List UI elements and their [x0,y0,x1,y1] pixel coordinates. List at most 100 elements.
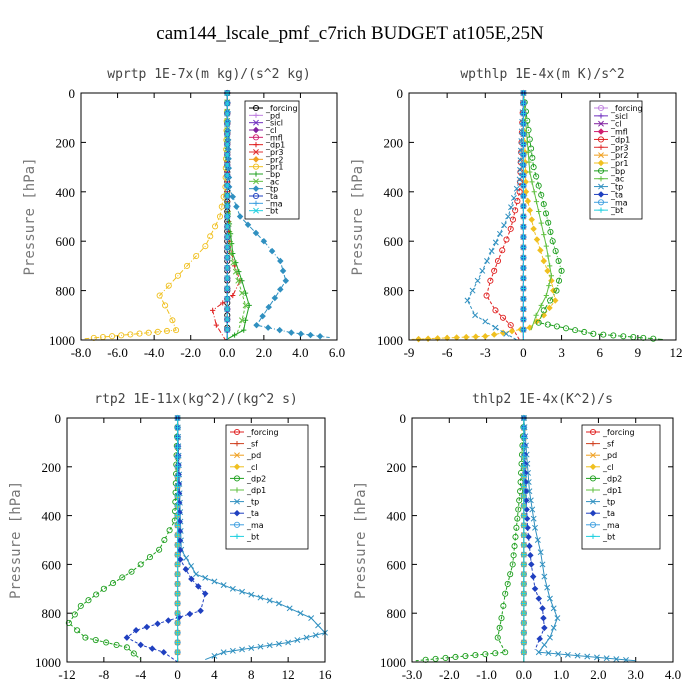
series-point [520,265,527,271]
series-point [482,651,489,658]
legend-entry: _pd [246,451,261,460]
panel-title: wpthlp 1E-4x(m K)/s^2 [460,67,624,82]
x-tick-label: 9 [635,345,642,360]
x-tick-label: 0.0 [516,667,532,682]
series-point [174,493,181,499]
series-point [529,154,536,161]
series-point [268,247,276,255]
series-point [166,527,173,534]
series-point [558,267,565,274]
series-point [182,566,190,573]
series-point [533,312,539,318]
series-point [241,327,247,333]
series-point [520,152,527,158]
series-point [507,225,514,232]
x-tick-label: 0 [520,345,527,360]
legend-marker [597,136,605,143]
legend-marker [233,463,241,471]
legend-marker [590,498,596,505]
series-point [154,328,161,335]
x-tick-label: -12 [58,667,75,682]
legend-entry: _tp [602,498,615,507]
series-point [130,650,137,657]
series-point [474,277,481,284]
series-point [521,581,527,587]
series-point [472,652,479,659]
series-point [572,327,579,334]
series-point [520,234,527,240]
series-point [224,265,231,271]
legend-marker [253,142,259,148]
legend-entry: _cl [602,463,614,472]
series-point [502,590,509,597]
series-point [520,316,527,323]
legend-marker [589,521,597,528]
legend-entry: _bt [602,532,615,541]
series-point [520,255,527,261]
series-point [526,542,533,550]
y-tick-label: 0 [55,411,62,426]
series-point [224,326,231,333]
series-line [125,417,206,663]
legend-entry: _dp2 [602,474,622,483]
legend-entry: _pr3 [265,148,283,157]
series-point [520,244,527,250]
y-tick-label: 0 [400,411,407,426]
series-point [285,639,292,646]
legend-box [581,424,661,550]
series-point [504,580,511,587]
series-point [513,524,520,531]
y-tick-label: 0 [69,86,76,101]
series-point [233,203,240,210]
series-point [119,574,126,581]
series-point [530,225,537,233]
series-point [174,483,181,489]
x-tick-label: 16 [319,667,333,682]
x-tick-label: -9 [404,345,415,360]
legend-marker [598,152,604,159]
series-point [224,182,231,189]
series-point [238,290,245,297]
series-point [220,300,226,306]
x-tick-label: 12 [282,667,295,682]
series-point [127,331,134,338]
series-point [500,602,507,609]
series-point [546,283,552,289]
series-point [509,216,516,223]
series-point [303,634,310,641]
legend-marker [252,126,260,134]
series-point [482,318,489,325]
legend-marker [589,463,597,471]
series-point [71,611,78,618]
x-tick-label: -8.0 [71,345,92,360]
series-point [224,234,231,241]
series-point [521,464,527,470]
series-point [521,552,527,558]
legend-marker [252,156,260,163]
legend-entry: _ta [246,509,259,518]
series-point [277,286,284,293]
legend-marker [252,185,260,192]
series-point [92,636,99,644]
series-point [224,223,231,230]
legend-entry: _ac [265,177,279,186]
legend-marker [253,200,259,206]
legend-entry: _bt [246,532,259,541]
series-point [550,624,557,631]
series-point [174,532,181,538]
legend-entry: _ta [610,190,623,199]
legend-marker [233,509,241,517]
y-tick-label: 800 [387,606,407,621]
series-point [532,524,538,531]
x-tick-label: 4.0 [665,667,681,682]
series-point [540,307,547,314]
series-point [516,176,523,183]
legend-entry: _bp [265,170,280,179]
legend-entry: _ta [602,509,615,518]
series-point [224,306,231,313]
series-point [424,335,432,342]
series-point [85,597,92,604]
legend-entry: _dp1 [610,135,630,144]
series-point [113,641,120,648]
series-point [526,324,534,331]
